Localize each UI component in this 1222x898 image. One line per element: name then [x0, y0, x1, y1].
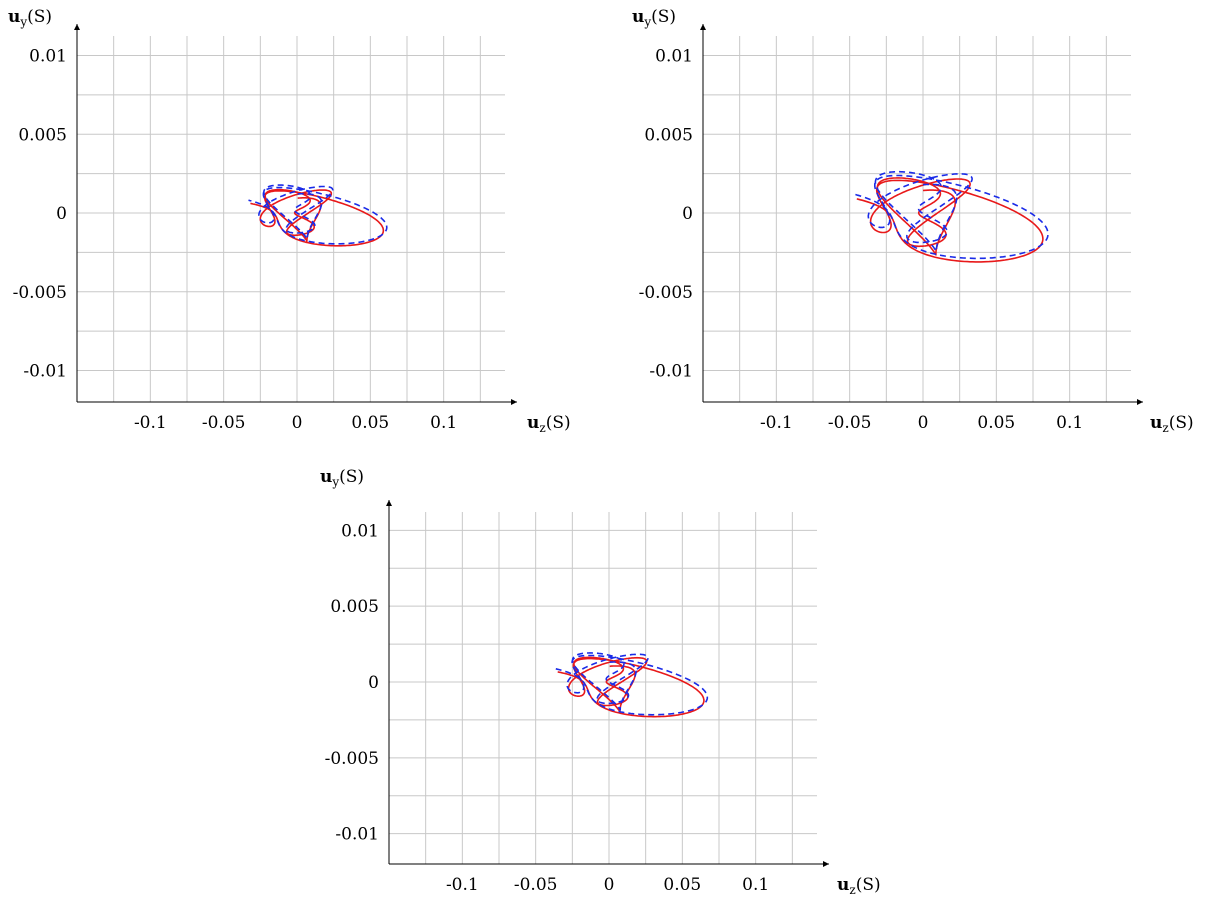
x-tick-label: 0 [604, 875, 615, 895]
y-axis-arrow [700, 24, 706, 30]
y-tick-label: -0.005 [325, 749, 379, 769]
y-tick-label: 0 [56, 204, 67, 224]
y-axis-arrow [386, 500, 392, 506]
y-tick-label: -0.005 [639, 283, 693, 303]
x-tick-label: 0.05 [977, 413, 1015, 433]
y-tick-label: -0.01 [335, 825, 379, 845]
x-tick-label: -0.05 [514, 875, 558, 895]
curves [853, 170, 1049, 263]
plot-top-left: -0.1 -0.05 0 0.05 0.1 -0.01 -0.005 0 0.005 0.01 u… [8, 7, 571, 435]
y-tick-label: -0.005 [13, 283, 67, 303]
x-tick-label: 0 [292, 413, 303, 433]
axes [700, 24, 1143, 405]
y-axis-label: uy(S) [632, 7, 676, 29]
series-solid-line [250, 188, 385, 247]
y-tick-label: 0.005 [644, 125, 693, 145]
y-tick-label: -0.01 [649, 362, 693, 382]
x-tick-label: 0.1 [1056, 413, 1083, 433]
y-tick-label: 0.005 [330, 597, 379, 617]
series-dashed-line [555, 652, 709, 716]
x-tick-label: -0.1 [760, 413, 793, 433]
x-tick-label: 0.1 [742, 875, 769, 895]
x-tick-label: -0.1 [446, 875, 479, 895]
x-axis-label: uz(S) [527, 413, 571, 435]
x-tick-label: 0.05 [351, 413, 389, 433]
grid [389, 512, 817, 864]
x-axis-arrow [1137, 399, 1143, 405]
y-tick-label: 0.01 [341, 521, 379, 541]
y-tick-label: -0.01 [23, 362, 67, 382]
y-tick-label: 0.01 [655, 47, 693, 67]
plot-bottom: -0.1 -0.05 0 0.05 0.1 -0.01 -0.005 0 0.005 0.01 u… [320, 467, 881, 897]
x-tick-label: -0.05 [828, 413, 872, 433]
y-tick-label: 0.01 [29, 47, 67, 67]
x-tick-label: 0 [918, 413, 929, 433]
grid [77, 36, 505, 402]
axes [74, 24, 517, 405]
plot-top-right: -0.1 -0.05 0 0.05 0.1 -0.01 -0.005 0 0.005 0.01 u… [632, 7, 1194, 435]
y-axis-label: uy(S) [8, 7, 52, 29]
y-tick-label: 0.005 [18, 125, 67, 145]
tick-labels: -0.1 -0.05 0 0.05 0.1 -0.01 -0.005 0 0.005 0.01 [13, 47, 458, 434]
y-tick-label: 0 [682, 204, 693, 224]
series-solid-line [856, 177, 1044, 263]
axes [386, 500, 829, 867]
x-tick-label: -0.05 [202, 413, 246, 433]
x-tick-label: 0.05 [663, 875, 701, 895]
y-tick-label: 0 [368, 673, 379, 693]
x-axis-label: uz(S) [1150, 413, 1194, 435]
curves [555, 652, 709, 718]
x-tick-label: -0.1 [134, 413, 167, 433]
tick-labels: -0.1 -0.05 0 0.05 0.1 -0.01 -0.005 0 0.005 0.01 [639, 47, 1084, 434]
y-axis-arrow [74, 24, 80, 30]
tick-labels: -0.1 -0.05 0 0.05 0.1 -0.01 -0.005 0 0.005 0.01 [325, 521, 770, 895]
curves [248, 184, 388, 247]
series-dashed-line [248, 184, 388, 245]
x-axis-label: uz(S) [837, 875, 881, 897]
x-tick-label: 0.1 [430, 413, 457, 433]
grid [703, 36, 1131, 402]
y-axis-label: uy(S) [320, 467, 364, 489]
x-axis-arrow [511, 399, 517, 405]
series-dashed-line [853, 170, 1049, 260]
x-axis-arrow [823, 861, 829, 867]
